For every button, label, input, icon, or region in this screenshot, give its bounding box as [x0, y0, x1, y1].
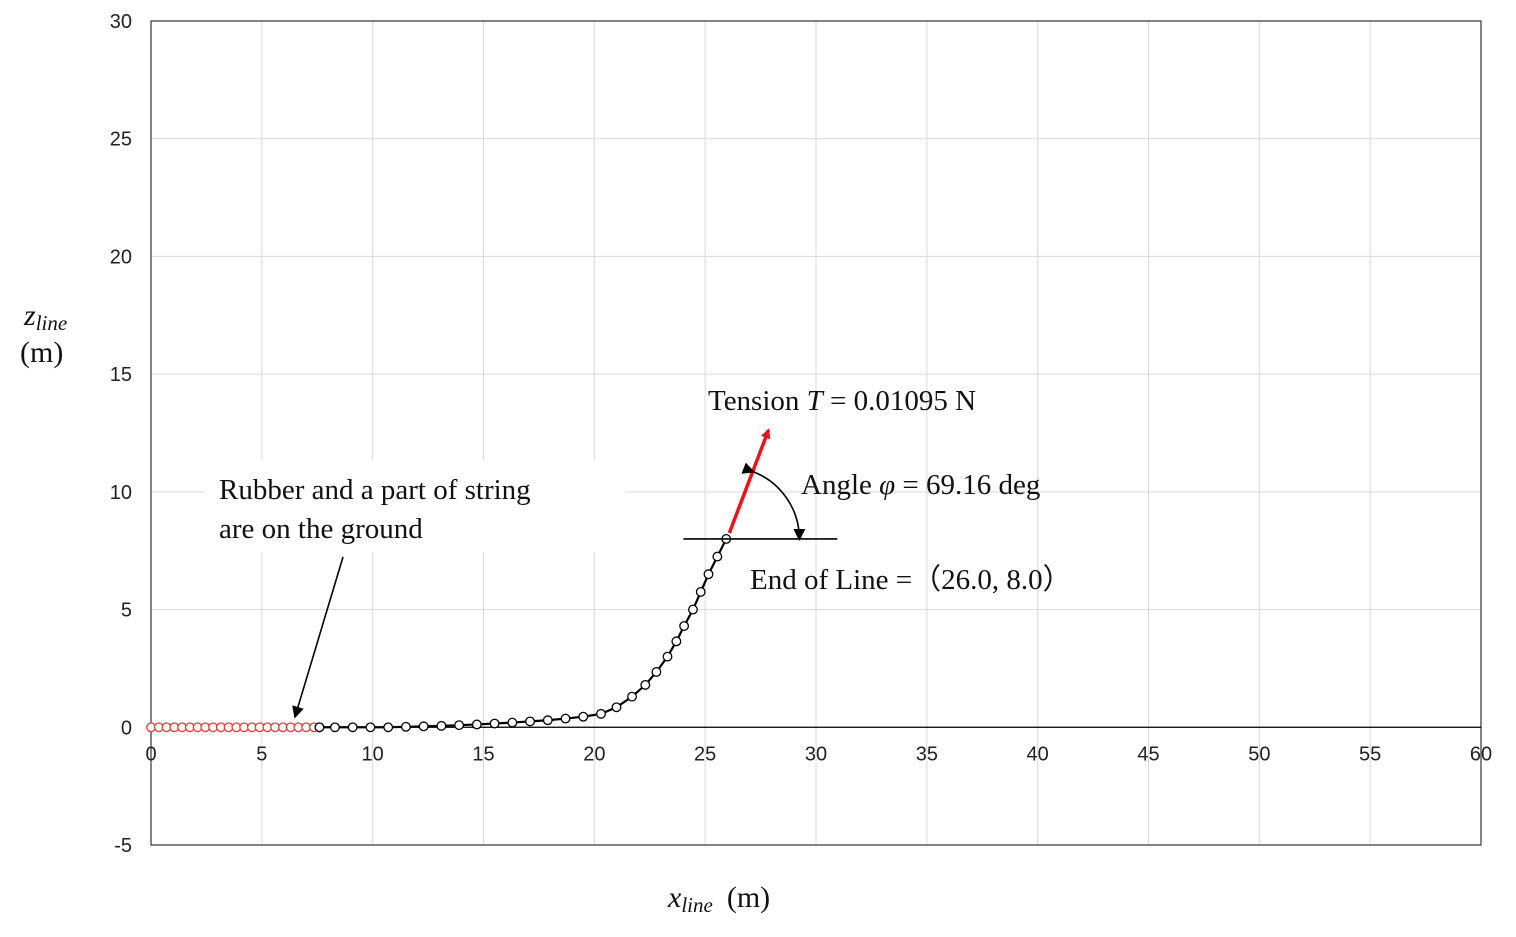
string-point	[679, 621, 690, 632]
string-point	[471, 719, 482, 730]
x-axis-unit: (m)	[727, 881, 770, 914]
x-tick-label: 10	[362, 743, 384, 765]
x-tick-label: 0	[145, 743, 156, 765]
y-tick-label: 25	[110, 129, 132, 151]
y-axis-symbol: z	[23, 299, 36, 332]
x-tick-label: 30	[805, 743, 827, 765]
string-point	[611, 702, 622, 713]
string-point	[688, 604, 698, 615]
y-axis-subscript: line	[36, 311, 68, 335]
string-point	[525, 716, 536, 727]
angle-label: Angle φ = 69.16 deg	[801, 469, 1040, 501]
string-point	[436, 720, 447, 731]
x-tick-label: 50	[1248, 743, 1270, 765]
string-point	[400, 721, 411, 732]
tension-arrow	[727, 428, 771, 534]
y-tick-label: 20	[110, 246, 132, 268]
string-point	[695, 586, 706, 597]
angle-label-prefix: Angle	[801, 469, 879, 501]
data-points	[146, 533, 732, 733]
y-axis-label: zline	[23, 299, 67, 335]
ground-pointer-arrow	[292, 556, 344, 719]
y-tick-label: 15	[110, 364, 132, 386]
string-point	[712, 551, 723, 562]
y-tick-label: 5	[121, 600, 132, 622]
y-tick-label: 30	[110, 11, 132, 33]
string-point	[542, 715, 553, 726]
y-tick-label: 10	[110, 482, 132, 504]
y-axis-unit: (m)	[20, 336, 63, 369]
string-point	[489, 718, 500, 729]
x-tick-label: 35	[916, 743, 938, 765]
x-tick-label: 45	[1137, 743, 1159, 765]
string-point	[651, 667, 662, 677]
ground-note-line2: are on the ground	[219, 513, 423, 545]
string-point	[347, 722, 358, 733]
string-point	[578, 711, 589, 722]
ground-note-line1: Rubber and a part of string	[219, 474, 531, 506]
string-point	[330, 722, 340, 733]
string-point	[365, 722, 376, 733]
x-tick-label: 55	[1359, 743, 1381, 765]
angle-arc	[741, 462, 806, 541]
x-tick-label: 25	[694, 743, 716, 765]
string-point	[418, 721, 429, 732]
string-point	[662, 651, 673, 662]
string-point	[560, 713, 571, 724]
string-line	[319, 538, 728, 729]
end-of-line-label: End of Line =（26.0, 8.0）	[750, 564, 1072, 596]
tension-symbol: T	[807, 385, 825, 417]
string-point	[507, 717, 518, 728]
angle-symbol: φ	[879, 469, 895, 501]
x-tick-label: 20	[583, 743, 605, 765]
string-point	[596, 708, 606, 719]
x-tick-label: 60	[1470, 743, 1492, 765]
tension-label: Tension T = 0.01095 N	[708, 385, 976, 417]
x-axis-label: xline (m)	[667, 881, 770, 917]
string-point	[454, 720, 465, 731]
string-point	[703, 569, 714, 580]
string-point	[627, 691, 637, 702]
x-tick-label: 15	[472, 743, 494, 765]
y-tick-labels: -5 0 5 10 15 20 25 30	[110, 11, 132, 857]
x-tick-label: 40	[1027, 743, 1049, 765]
x-tick-label: 5	[256, 743, 267, 765]
angle-label-value: = 69.16 deg	[895, 469, 1040, 501]
x-axis-subscript: line	[681, 893, 713, 917]
string-point	[314, 722, 325, 733]
y-tick-label: -5	[114, 835, 132, 857]
tension-label-value: = 0.01095 N	[823, 385, 976, 417]
string-point	[383, 722, 394, 733]
x-axis-symbol: x	[667, 881, 682, 914]
x-tick-labels: 0 5 10 15 20 25 30 35 40 45 50 55 60	[145, 743, 1492, 765]
ground-note-background	[205, 460, 625, 552]
string-point	[640, 679, 651, 690]
tension-label-prefix: Tension	[708, 385, 807, 417]
y-tick-label: 0	[121, 717, 132, 739]
plot-frame	[150, 20, 1482, 846]
gridlines	[151, 21, 1481, 845]
string-point	[671, 636, 682, 647]
